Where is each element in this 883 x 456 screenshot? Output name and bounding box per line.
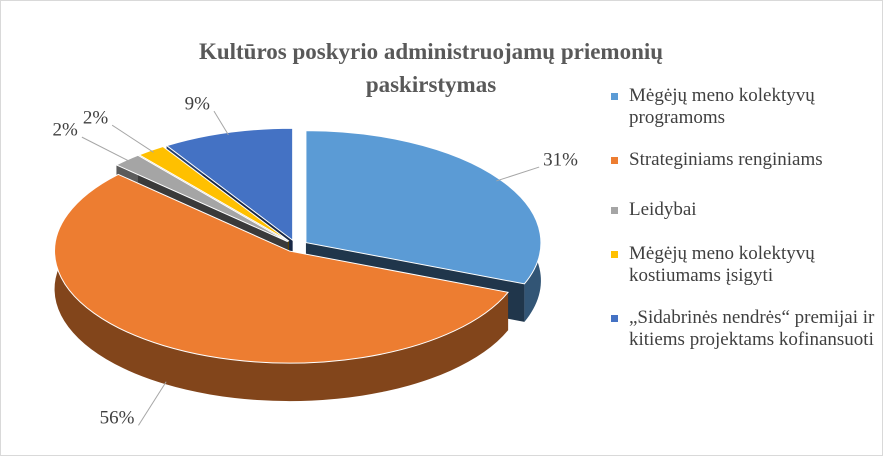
legend-item: Leidybai xyxy=(609,199,879,221)
legend-item: Mėgėjų meno kolektyvų programoms xyxy=(609,85,879,129)
data-label: 2% xyxy=(83,108,109,129)
leader-line xyxy=(138,381,167,426)
data-label: 2% xyxy=(53,119,79,140)
legend-swatch xyxy=(611,93,618,100)
data-label: 31% xyxy=(543,149,578,170)
legend-label: Leidybai xyxy=(629,199,697,220)
slice-top xyxy=(54,173,509,364)
legend-swatch xyxy=(611,207,618,214)
leader-line xyxy=(111,124,154,153)
legend-item: „Sidabrinės nendrės“ premijai ir kitiems… xyxy=(609,307,879,351)
legend-label: Mėgėjų meno kolektyvų programoms xyxy=(629,85,815,128)
chart-title: Kultūros poskyrio administruojamų priemo… xyxy=(198,39,664,97)
legend-swatch xyxy=(611,157,618,164)
legend-label: „Sidabrinės nendrės“ premijai ir kitiems… xyxy=(629,307,875,350)
legend: Mėgėjų meno kolektyvų programoms Strategi… xyxy=(609,85,879,351)
legend-item: Strateginiams renginiams xyxy=(609,149,879,171)
legend-swatch xyxy=(611,315,618,322)
legend-label: Strateginiams renginiams xyxy=(629,149,823,170)
data-label: 9% xyxy=(185,94,211,115)
legend-item: Mėgėjų meno kolektyvų kostiumams įsigyti xyxy=(609,243,879,287)
data-label: 56% xyxy=(100,408,135,429)
legend-swatch xyxy=(611,251,618,258)
leader-line xyxy=(213,110,229,136)
legend-label: Mėgėjų meno kolektyvų kostiumams įsigyti xyxy=(629,243,815,286)
leader-line xyxy=(496,166,540,182)
slice xyxy=(54,173,509,402)
leader-line xyxy=(81,136,131,163)
